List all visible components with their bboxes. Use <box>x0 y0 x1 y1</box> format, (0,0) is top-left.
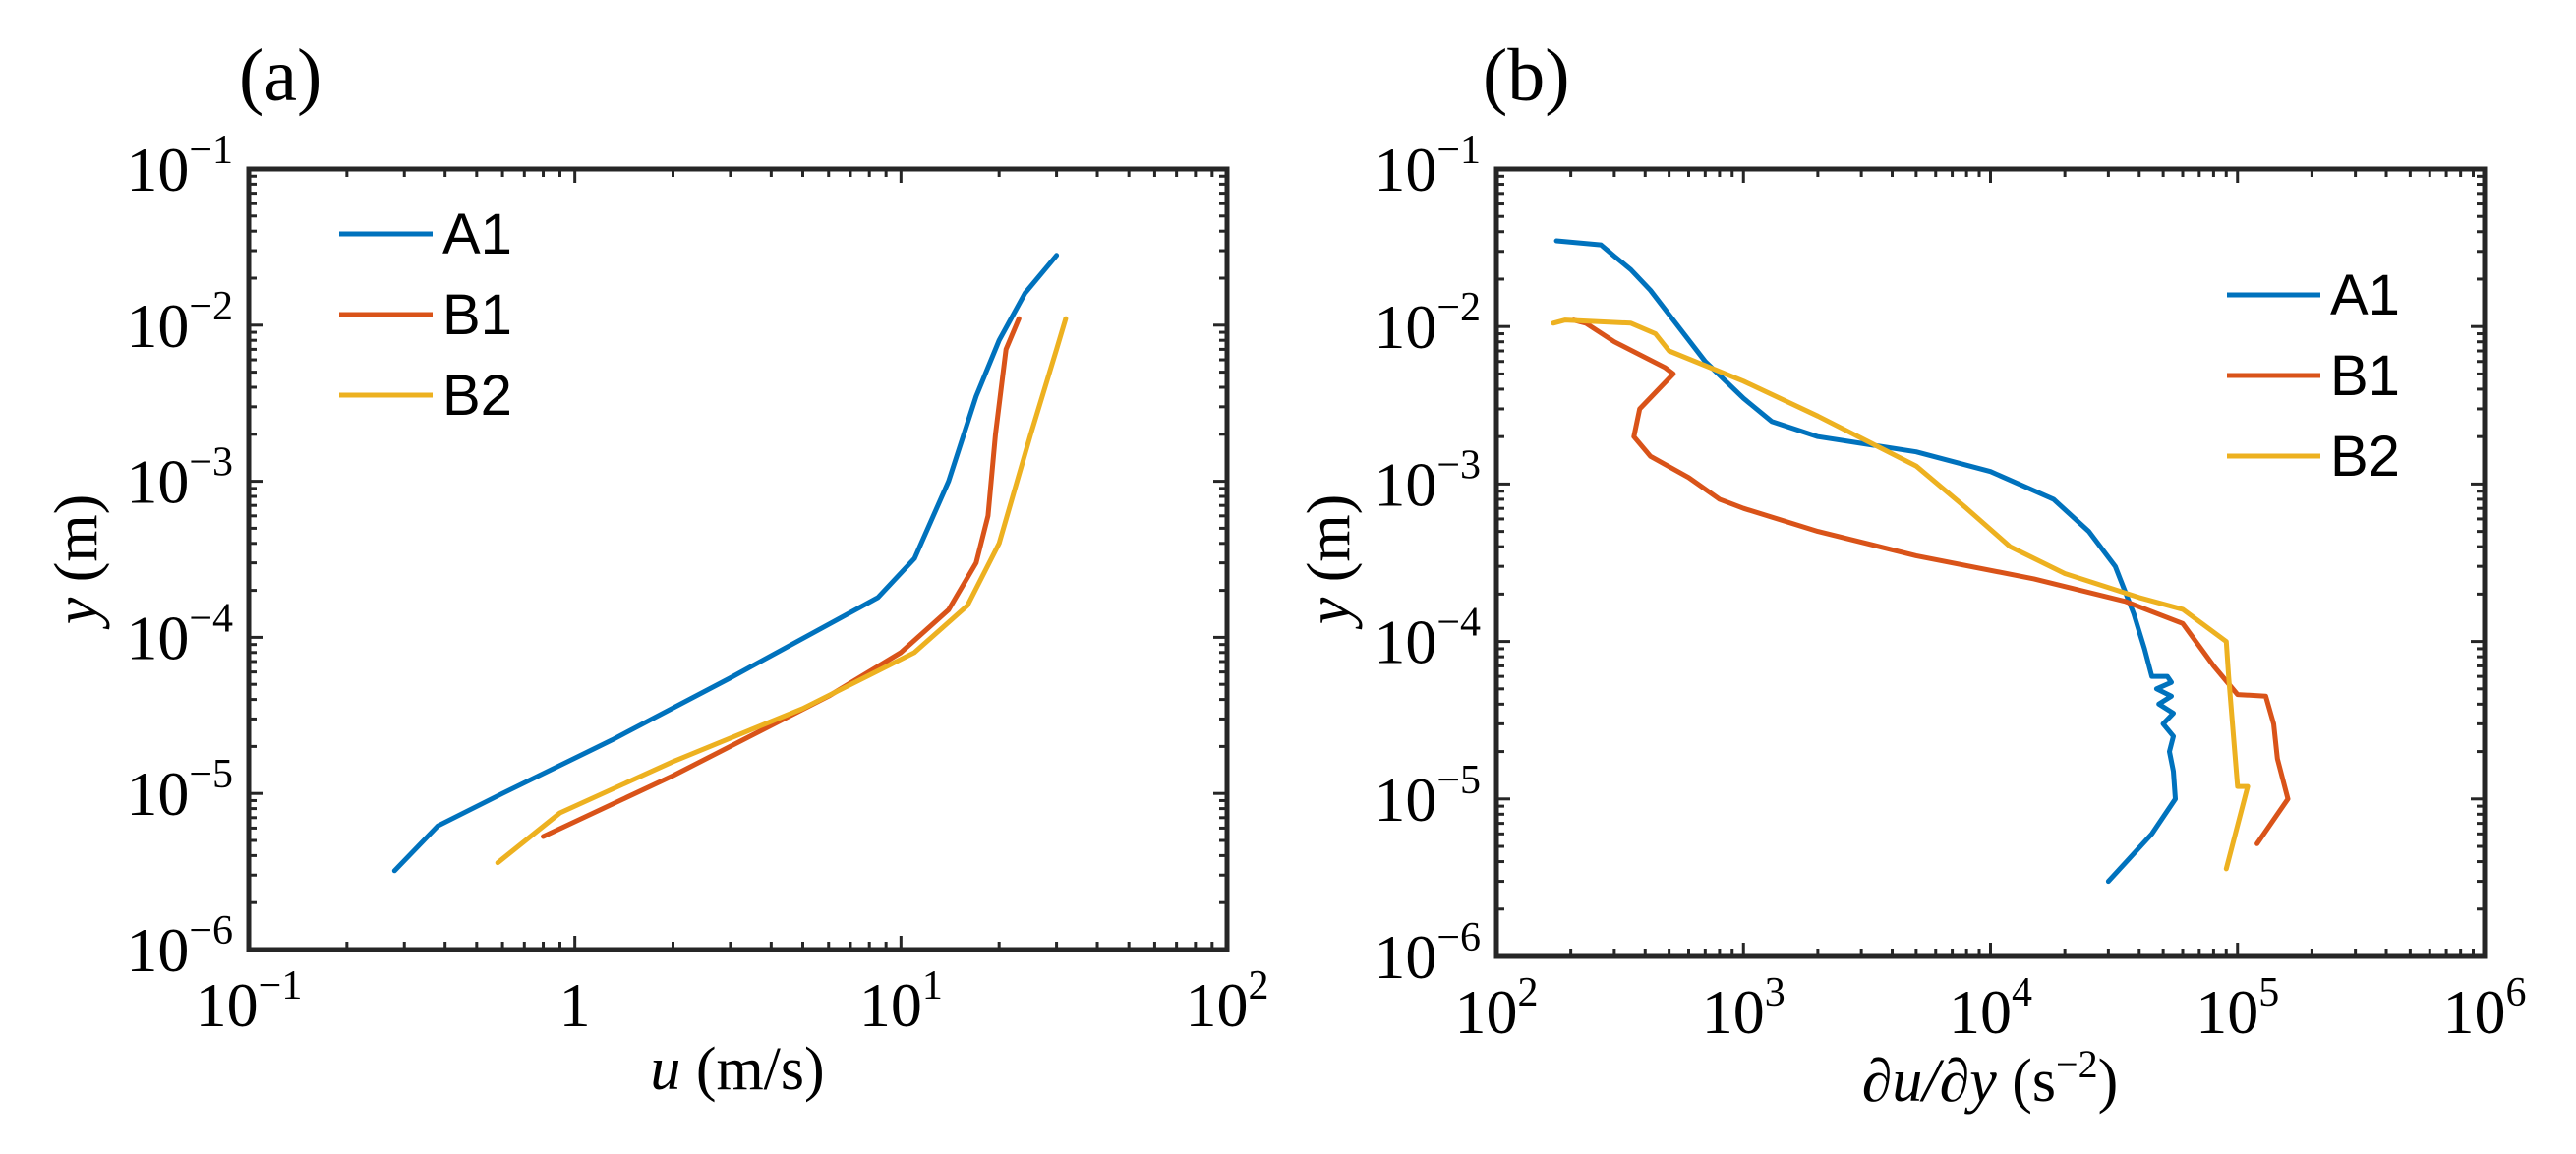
panel-a-y-tick-label: 10−6 <box>126 908 233 985</box>
panel-a-x-tick-label: 10−1 <box>196 963 303 1040</box>
panel-a-y-tick-label: 10−1 <box>126 128 233 204</box>
panel-b-legend-label-a1: A1 <box>2330 263 2400 327</box>
panel-b-x-tick-label: 106 <box>2443 970 2527 1047</box>
panel-a-y-tick-label: 10−3 <box>126 440 233 517</box>
panel-a-y-axis-title: y (m) <box>43 494 110 631</box>
panel-a-legend-label-b1: B1 <box>442 283 512 347</box>
panel-a-series-b2-line <box>495 316 1069 866</box>
panel-b-x-tick-label: 105 <box>2195 970 2279 1047</box>
panel-a-y-tick-label: 10−2 <box>126 284 233 361</box>
panel-b-y-tick-label: 10−4 <box>1374 601 1481 677</box>
panel-b-label: (b) <box>1483 34 1570 117</box>
panel-a-legend: A1 B1 B2 <box>339 202 512 428</box>
panel-b-x-tick-label: 104 <box>1949 970 2032 1047</box>
panel-a-x-tick-label: 102 <box>1186 963 1269 1040</box>
panel-a-x-tick-label: 1 <box>559 970 591 1040</box>
panel-b-y-tick-label: 10−6 <box>1374 915 1481 992</box>
panel-a-label: (a) <box>239 34 322 117</box>
panel-b-x-axis-title: ∂u/∂y (s−2) <box>1862 1042 2119 1115</box>
panel-b-y-tick-label: 10−2 <box>1374 285 1481 362</box>
panel-b-y-axis-title: y (m) <box>1296 494 1363 631</box>
panel-b-y-tick-label: 10−1 <box>1374 128 1481 204</box>
panel-b-series-b2-line <box>1551 317 2251 872</box>
panel-a-series-a1-line <box>391 253 1060 874</box>
panel-a-x-tick-label: 101 <box>859 963 943 1040</box>
panel-b-y-tick-label: 10−3 <box>1374 442 1481 519</box>
panel-a-series-b1-line <box>541 316 1022 839</box>
panel-a-legend-label-a1: A1 <box>442 202 512 266</box>
panel-b-legend: A1 B1 B2 <box>2227 263 2400 489</box>
panel-b-legend-label-b2: B2 <box>2330 425 2400 489</box>
panel-a-y-tick-label: 10−5 <box>126 752 233 829</box>
panel-b-series-b1-line <box>1570 317 2291 846</box>
panel-b-x-tick-label: 102 <box>1455 970 1539 1047</box>
panel-a-x-axis-title: u (m/s) <box>650 1036 824 1103</box>
panel-b-x-tick-label: 103 <box>1702 970 1786 1047</box>
panel-a: u (m/s) y (m) 10−1 1 101 102 10−6 10−5 10−4 10−… <box>43 128 1269 1103</box>
panel-a-legend-label-b2: B2 <box>442 364 512 428</box>
panel-b-legend-label-b1: B1 <box>2330 344 2400 408</box>
panel-a-axes-frame <box>246 166 1230 952</box>
panel-b-series-a1-line <box>1553 238 2178 885</box>
panel-b: ∂u/∂y (s−2) y (m) 102 103 104 105 106 10−6 10−… <box>1296 128 2527 1115</box>
panel-b-y-tick-label: 10−5 <box>1374 758 1481 835</box>
panel-a-y-tick-label: 10−4 <box>126 596 233 672</box>
